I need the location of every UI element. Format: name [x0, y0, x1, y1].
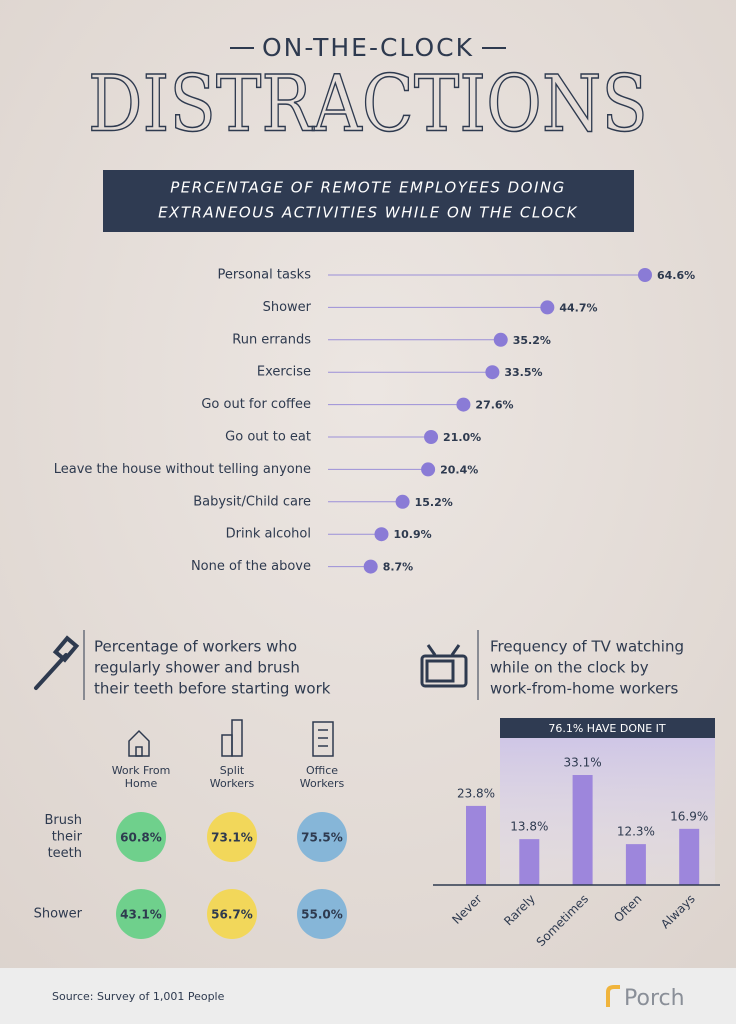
brand-mark	[606, 985, 620, 1007]
annotation-banner	[500, 718, 715, 738]
value-label: 33.5%	[504, 366, 542, 379]
value-circle	[207, 889, 257, 939]
bar	[519, 839, 540, 885]
value-circle	[297, 812, 347, 862]
value-label: 13.8%	[510, 820, 548, 834]
column-label: Split	[220, 764, 245, 777]
value-circle	[297, 889, 347, 939]
source: Source: Survey of 1,001 People	[52, 990, 225, 1003]
category-label: Run errands	[232, 332, 311, 347]
section-title: Percentage of workers who	[94, 638, 297, 656]
dot	[424, 430, 439, 444]
cell-value: 73.1%	[211, 831, 253, 845]
chart-title: work-from-home workers	[490, 680, 678, 698]
category-label: Go out to eat	[225, 430, 311, 445]
category-label: Leave the house without telling anyone	[54, 462, 311, 477]
value-label: 20.4%	[440, 463, 478, 476]
dot	[363, 559, 378, 574]
dot	[540, 300, 555, 315]
tv-icon	[420, 644, 468, 688]
value-label: 8.7%	[383, 561, 414, 574]
value-label: 35.2%	[513, 334, 551, 347]
toothbrush-icon	[34, 635, 80, 690]
bar	[466, 805, 486, 885]
dot	[456, 397, 471, 412]
category-label: Shower	[263, 300, 312, 315]
value-label: 27.6%	[475, 399, 513, 412]
annotation: 76.1% HAVE DONE IT	[548, 722, 666, 735]
chart-title: PERCENTAGE OF REMOTE EMPLOYEES DOING	[170, 179, 566, 197]
row-label: their	[52, 830, 83, 845]
value-label: 64.6%	[657, 269, 695, 282]
category-label: Personal tasks	[217, 268, 311, 283]
cell-value: 55.0%	[301, 908, 343, 922]
bar	[572, 775, 593, 885]
row-label: teeth	[48, 846, 82, 861]
value-label: 21.0%	[443, 431, 481, 444]
value-label: 10.9%	[393, 528, 431, 541]
bar	[625, 844, 646, 885]
dot	[374, 527, 389, 542]
value-label: 16.9%	[670, 809, 708, 823]
cell-value: 43.1%	[120, 908, 162, 922]
category-label: Babysit/Child care	[193, 494, 311, 509]
chart-title: EXTRANEOUS ACTIVITIES WHILE ON THE CLOCK	[158, 204, 578, 222]
row-label: Brush	[44, 813, 82, 828]
building-icons	[128, 719, 334, 757]
column-label: Office	[306, 764, 338, 777]
dot	[395, 494, 410, 509]
value-label: 12.3%	[617, 825, 655, 839]
dot	[638, 268, 652, 282]
cell-value: 75.5%	[301, 831, 343, 845]
column-label: Work From	[112, 764, 171, 777]
footer-band	[0, 968, 736, 1024]
category-label: Exercise	[257, 365, 311, 380]
section-title: regularly shower and brush	[94, 659, 300, 677]
category-label: None of the above	[191, 559, 311, 574]
category-label: Go out for coffee	[201, 397, 311, 412]
title-banner	[103, 170, 634, 232]
bar	[679, 828, 700, 885]
category-label: Drink alcohol	[226, 527, 311, 542]
dot	[485, 365, 500, 380]
section-title: their teeth before starting work	[94, 680, 331, 698]
value-label: 23.8%	[457, 786, 495, 800]
column-label: Home	[125, 777, 158, 790]
value-label: 33.1%	[564, 756, 602, 770]
dot	[493, 332, 508, 347]
row-label: Shower	[34, 907, 83, 922]
cell-value: 56.7%	[211, 908, 253, 922]
chart-title: while on the clock by	[490, 659, 649, 677]
dot	[421, 462, 436, 477]
value-circle	[207, 812, 257, 862]
value-circle	[116, 812, 166, 862]
main-title: DISTRACTIONS	[88, 60, 648, 150]
value-circle	[116, 889, 166, 939]
cell-value: 60.8%	[120, 831, 162, 845]
value-label: 15.2%	[415, 496, 453, 509]
brand: Porch	[624, 986, 685, 1011]
value-label: 44.7%	[559, 301, 597, 314]
column-label: Workers	[210, 777, 255, 790]
column-label: Workers	[300, 777, 345, 790]
kicker: ON-THE-CLOCK	[262, 33, 474, 62]
chart-title: Frequency of TV watching	[490, 638, 684, 656]
